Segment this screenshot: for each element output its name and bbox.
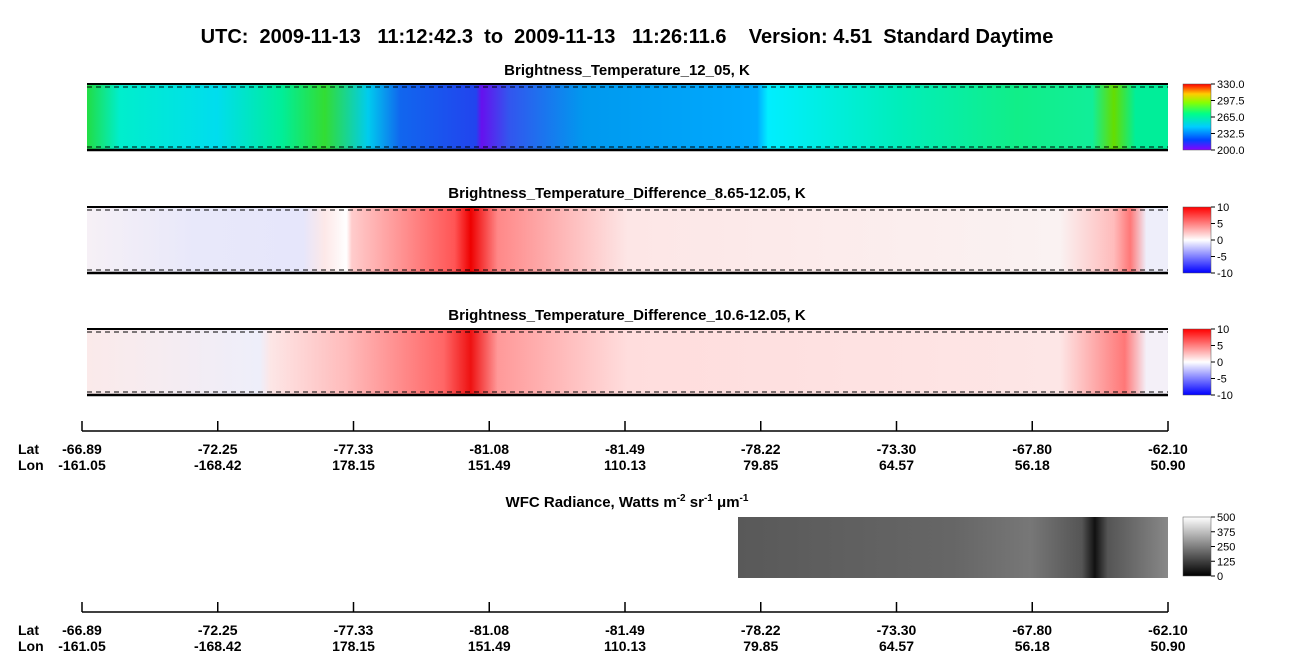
axis-tick-label: 64.57 [879,457,914,473]
colorbar-label: 200.0 [1217,145,1245,157]
axis-tick-label: -73.30 [877,622,917,638]
colorbar-label: 0 [1217,235,1223,247]
axis-row-label: Lon [18,457,44,473]
colorbar-label: 10 [1217,324,1229,336]
title-part: μm [713,494,740,511]
colorbar-label: 0 [1217,357,1223,369]
axis-tick-label: 56.18 [1015,638,1050,654]
colorbar [1182,328,1212,396]
axis-tick-label: -72.25 [198,441,238,457]
axis-tick-label: 79.85 [743,457,778,473]
axis-tick-label: 178.15 [332,638,375,654]
axis-tick-label: -72.25 [198,622,238,638]
colorbar-label: 125 [1217,556,1235,568]
axis-tick-label: 50.90 [1150,457,1185,473]
axis-tick-label: 178.15 [332,457,375,473]
panel-title: Brightness_Temperature_12_05, K [504,62,750,79]
colorbar-label: 232.5 [1217,129,1245,141]
image [87,84,1168,150]
axis-tick-label: -81.08 [469,622,509,638]
axis-row-label: Lat [18,622,39,638]
colorbar-label: 250 [1217,542,1235,554]
axis-tick-label: -161.05 [58,638,106,654]
title-part: -1 [740,493,749,504]
colorbar [1182,83,1212,151]
colorbar-label: 500 [1217,512,1235,524]
image [87,207,1168,273]
axis-tick-label: -168.42 [194,638,242,654]
axis-tick-label: -161.05 [58,457,106,473]
figure-title: UTC: 2009-11-13 11:12:42.3 to 2009-11-13… [201,26,1054,48]
axis-tick-label: 64.57 [879,638,914,654]
axis-tick-label: 56.18 [1015,457,1050,473]
colorbar [1182,516,1212,577]
colorbar-label: 0 [1217,571,1223,583]
axis-tick-label: -67.80 [1012,441,1052,457]
axis-row-label: Lon [18,638,44,654]
axis-tick-label: -66.89 [62,622,102,638]
image [87,329,1168,395]
title-part: WFC Radiance, Watts m [506,494,677,511]
colorbar-label: 5 [1217,341,1223,353]
title-part: -2 [677,493,686,504]
axis-tick-label: 151.49 [468,457,511,473]
colorbar-label: -5 [1217,374,1227,386]
axis-tick-label: -81.49 [605,441,645,457]
axis-tick-label: 110.13 [604,638,646,654]
panel-title: WFC Radiance, Watts m-2 sr-1 μm-1 [506,493,749,511]
axis-tick-label: 50.90 [1150,638,1185,654]
title-part: sr [686,494,705,511]
axis-tick-label: -78.22 [741,441,781,457]
colorbar-label: -5 [1217,252,1227,264]
axis-tick-label: -81.08 [469,441,509,457]
axis-tick-label: -81.49 [605,622,645,638]
colorbar-label: 375 [1217,527,1235,539]
colorbar-label: -10 [1217,268,1233,280]
axis-tick-label: -62.10 [1148,441,1188,457]
axis-tick-label: -77.33 [334,622,374,638]
axis-tick-label: -78.22 [741,622,781,638]
colorbar-label: 10 [1217,202,1229,214]
panel-title: Brightness_Temperature_Difference_10.6-1… [448,307,806,324]
colorbar-label: -10 [1217,390,1233,402]
image [738,517,1168,578]
axis-tick-label: -77.33 [334,441,374,457]
axis-tick-label: -73.30 [877,441,917,457]
title-part: -1 [704,493,713,504]
axis-tick-label: 151.49 [468,638,511,654]
axis-tick-label: -67.80 [1012,622,1052,638]
axis-tick-label: -62.10 [1148,622,1188,638]
colorbar-label: 297.5 [1217,96,1245,108]
colorbar-label: 330.0 [1217,79,1245,91]
colorbar-label: 5 [1217,219,1223,231]
panel-title: Brightness_Temperature_Difference_8.65-1… [448,185,806,202]
colorbar [1182,206,1212,274]
axis-row-label: Lat [18,441,39,457]
colorbar-label: 265.0 [1217,112,1245,124]
axis-tick-label: -168.42 [194,457,242,473]
axis-tick-label: -66.89 [62,441,102,457]
axis-tick-label: 79.85 [743,638,778,654]
axis-tick-label: 110.13 [604,457,646,473]
